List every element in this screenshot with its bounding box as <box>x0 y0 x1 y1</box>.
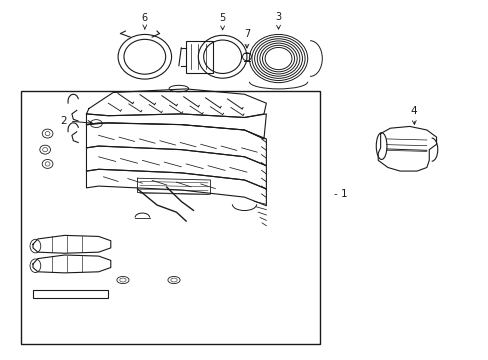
Text: 5: 5 <box>219 13 225 30</box>
Text: 7: 7 <box>244 29 249 48</box>
Bar <box>33 290 108 298</box>
Text: 4: 4 <box>409 106 416 125</box>
Bar <box>186 41 212 73</box>
Text: - 1: - 1 <box>334 189 347 199</box>
Text: 6: 6 <box>142 13 147 29</box>
Text: 2: 2 <box>61 116 92 126</box>
Bar <box>21 91 319 344</box>
Text: 3: 3 <box>275 12 281 29</box>
